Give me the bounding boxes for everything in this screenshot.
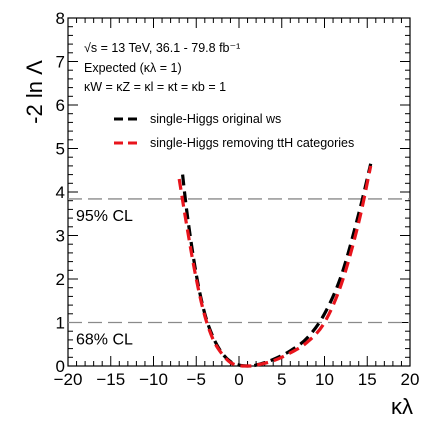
x-axis-title: κλ xyxy=(391,394,413,419)
x-tick-label: −5 xyxy=(187,370,206,389)
x-tick-label: −20 xyxy=(54,370,83,389)
annotation-expected: Expected (κλ = 1) xyxy=(84,61,182,75)
y-tick-label: 7 xyxy=(56,53,65,72)
annotation-couplings: κW = κZ = κl = κt = κb = 1 xyxy=(84,80,226,94)
x-tick-label: 15 xyxy=(358,370,377,389)
cl-label-1: 68% CL xyxy=(76,332,133,349)
y-tick-label: 3 xyxy=(56,227,65,246)
x-tick-label: 5 xyxy=(277,370,286,389)
x-tick-label: 10 xyxy=(315,370,334,389)
legend-label-original: single-Higgs original ws xyxy=(150,112,281,126)
x-tick-label: −10 xyxy=(139,370,168,389)
y-tick-label: 0 xyxy=(56,357,65,376)
y-tick-label: 4 xyxy=(56,183,65,202)
x-tick-label: −15 xyxy=(96,370,125,389)
series-layer xyxy=(177,163,373,368)
annotation-energy-lumi: √s = 13 TeV, 36.1 - 79.8 fb⁻¹ xyxy=(84,41,240,55)
y-tick-label: 8 xyxy=(56,9,65,28)
cl-label-0: 95% CL xyxy=(76,208,133,225)
axis-ticks: −20 −15 −10 −5 0 5 10 15 20 0 1 2 3 4 5 6 7 8 xyxy=(54,9,420,389)
y-tick-label: 1 xyxy=(56,314,65,333)
y-tick-label: 6 xyxy=(56,96,65,115)
series-line-1 xyxy=(177,165,373,368)
reference-lines: 95% CL 68% CL xyxy=(68,198,410,349)
y-tick-label: 2 xyxy=(56,270,65,289)
x-tick-label: 0 xyxy=(234,370,243,389)
x-tick-label: 20 xyxy=(401,370,420,389)
legend: single-Higgs original ws single-Higgs re… xyxy=(114,112,354,150)
y-tick-label: 5 xyxy=(56,140,65,159)
legend-label-removing-tth: single-Higgs removing ttH categories xyxy=(150,136,354,150)
y-axis-title: -2 ln Λ xyxy=(22,60,47,124)
